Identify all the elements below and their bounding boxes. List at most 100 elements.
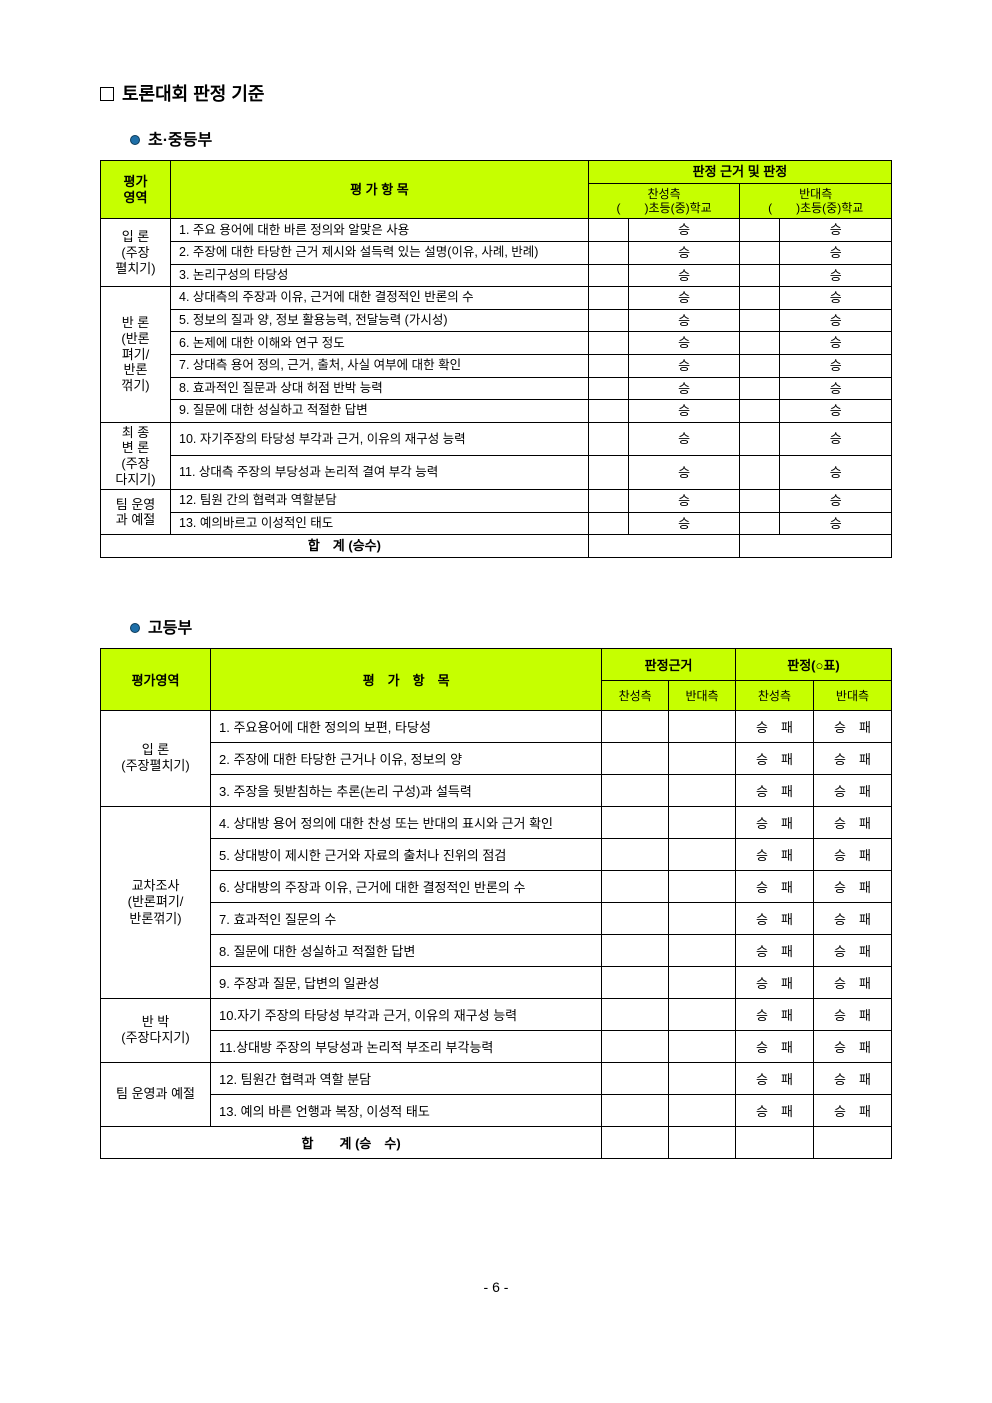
- basis-for-text: 찬성측: [619, 689, 652, 703]
- table-item: 5. 상대방이 제시한 근거와 자료의 출처나 진위의 점검: [211, 838, 602, 870]
- blank-cell: [588, 219, 628, 242]
- winlose-cell: 승 패: [813, 774, 891, 806]
- total-against: [740, 535, 892, 558]
- table-item: 2. 주장에 대한 타당한 근거 제시와 설득력 있는 설명(이유, 사례, 반…: [171, 241, 589, 264]
- blank-cell: [740, 490, 780, 513]
- blank-cell: [602, 1094, 669, 1126]
- blank-cell: [669, 742, 736, 774]
- blank-cell: [740, 287, 780, 310]
- win-cell: 승: [628, 456, 740, 490]
- blank-cell: [740, 512, 780, 535]
- table-item: 4. 상대측의 주장과 이유, 근거에 대한 결정적인 반론의 수: [171, 287, 589, 310]
- winlose-cell: 승 패: [735, 838, 813, 870]
- win-cell: 승: [780, 309, 892, 332]
- winlose-cell: 승 패: [735, 806, 813, 838]
- page-num-text: - 6 -: [484, 1279, 509, 1295]
- blank-cell: [588, 512, 628, 535]
- table-category: 입 론(주장펼치기): [101, 710, 211, 806]
- win-cell: 승: [780, 241, 892, 264]
- win-cell: 승: [780, 456, 892, 490]
- table-item: 4. 상대방 용어 정의에 대한 찬성 또는 반대의 표시와 근거 확인: [211, 806, 602, 838]
- win-cell: 승: [628, 332, 740, 355]
- table-elementary-middle: 평가영역 평 가 항 목 판정 근거 및 판정 찬성측 ( )초등(중)학교 반…: [100, 160, 892, 558]
- basis-against-text: 반대측: [685, 689, 718, 703]
- table-item: 10.자기 주장의 타당성 부각과 근거, 이유의 재구성 능력: [211, 998, 602, 1030]
- blank-cell: [669, 966, 736, 998]
- table-item: 10. 자기주장의 타당성 부각과 근거, 이유의 재구성 능력: [171, 422, 589, 456]
- win-cell: 승: [628, 490, 740, 513]
- table-item: 12. 팀원 간의 협력과 역할분담: [171, 490, 589, 513]
- win-cell: 승: [780, 512, 892, 535]
- col-judge2: 판정(○표): [735, 648, 891, 680]
- win-cell: 승: [780, 422, 892, 456]
- col-item: 평 가 항 목: [171, 161, 589, 219]
- winlose-cell: 승 패: [735, 902, 813, 934]
- win-cell: 승: [780, 490, 892, 513]
- win-cell: 승: [628, 354, 740, 377]
- win-cell: 승: [628, 241, 740, 264]
- subsection-2: 고등부: [130, 614, 892, 638]
- judge-against: 반대측: [813, 680, 891, 710]
- blank-cell: [588, 456, 628, 490]
- table-item: 8. 질문에 대한 성실하고 적절한 답변: [211, 934, 602, 966]
- blank-cell: [588, 400, 628, 423]
- blank-cell: [669, 1062, 736, 1094]
- table-item: 1. 주요용어에 대한 정의의 보편, 타당성: [211, 710, 602, 742]
- win-cell: 승: [780, 377, 892, 400]
- blank-cell: [669, 1094, 736, 1126]
- winlose-cell: 승 패: [813, 742, 891, 774]
- win-cell: 승: [780, 400, 892, 423]
- blank-cell: [602, 966, 669, 998]
- col-basis2-text: 판정근거: [645, 658, 693, 673]
- blank-cell: [602, 1030, 669, 1062]
- bullet-icon: [130, 135, 140, 145]
- table-category: 팀 운영과 예절: [101, 490, 171, 535]
- blank-cell: [740, 264, 780, 287]
- col-area2-text: 평가영역: [132, 673, 180, 688]
- bullet-icon: [130, 623, 140, 633]
- title-text: 토론대회 판정 기준: [122, 84, 264, 104]
- blank-cell: [740, 354, 780, 377]
- table-item: 11.상대방 주장의 부당성과 논리적 부조리 부각능력: [211, 1030, 602, 1062]
- table-category: 최 종변 론(주장다지기): [101, 422, 171, 489]
- win-cell: 승: [780, 264, 892, 287]
- sub1-text: 초·중등부: [148, 132, 212, 149]
- basis-for: 찬성측: [602, 680, 669, 710]
- table-item: 6. 논제에 대한 이해와 연구 정도: [171, 332, 589, 355]
- table-item: 5. 정보의 질과 양, 정보 활용능력, 전달능력 (가시성): [171, 309, 589, 332]
- blank-cell: [588, 287, 628, 310]
- total2-basis-against: [669, 1126, 736, 1158]
- blank-cell: [588, 332, 628, 355]
- table-item: 9. 질문에 대한 성실하고 적절한 답변: [171, 400, 589, 423]
- col-item-text: 평 가 항 목: [350, 182, 409, 197]
- col-item2-text: 평 가 항 목: [363, 673, 450, 688]
- blank-cell: [740, 377, 780, 400]
- table-category: 반 박(주장다지기): [101, 998, 211, 1062]
- table-item: 3. 주장을 뒷받침하는 추론(논리 구성)과 설득력: [211, 774, 602, 806]
- blank-cell: [740, 309, 780, 332]
- col-judge2-text: 판정(○표): [787, 658, 839, 673]
- table-item: 7. 상대측 용어 정의, 근거, 출처, 사실 여부에 대한 확인: [171, 354, 589, 377]
- total-text: 합 계 (승수): [308, 538, 381, 553]
- subsection-1: 초·중등부: [130, 126, 892, 150]
- win-cell: 승: [780, 287, 892, 310]
- blank-cell: [669, 838, 736, 870]
- blank-cell: [669, 934, 736, 966]
- winlose-cell: 승 패: [813, 838, 891, 870]
- table-item: 13. 예의 바른 언행과 복장, 이성적 태도: [211, 1094, 602, 1126]
- col-judge-group: 판정 근거 및 판정: [588, 161, 891, 184]
- table-item: 7. 효과적인 질문의 수: [211, 902, 602, 934]
- blank-cell: [740, 332, 780, 355]
- table-item: 2. 주장에 대한 타당한 근거나 이유, 정보의 양: [211, 742, 602, 774]
- table-category: 반 론(반론펴기/반론꺾기): [101, 287, 171, 423]
- table-item: 13. 예의바르고 이성적인 태도: [171, 512, 589, 535]
- winlose-cell: 승 패: [735, 998, 813, 1030]
- table-item: 8. 효과적인 질문과 상대 허점 반박 능력: [171, 377, 589, 400]
- table-highschool: 평가영역 평 가 항 목 판정근거 판정(○표) 찬성측 반대측 찬성측 반대측…: [100, 648, 892, 1159]
- blank-cell: [588, 490, 628, 513]
- winlose-cell: 승 패: [813, 870, 891, 902]
- blank-cell: [588, 354, 628, 377]
- total2-basis-for: [602, 1126, 669, 1158]
- blank-cell: [602, 710, 669, 742]
- win-cell: 승: [780, 332, 892, 355]
